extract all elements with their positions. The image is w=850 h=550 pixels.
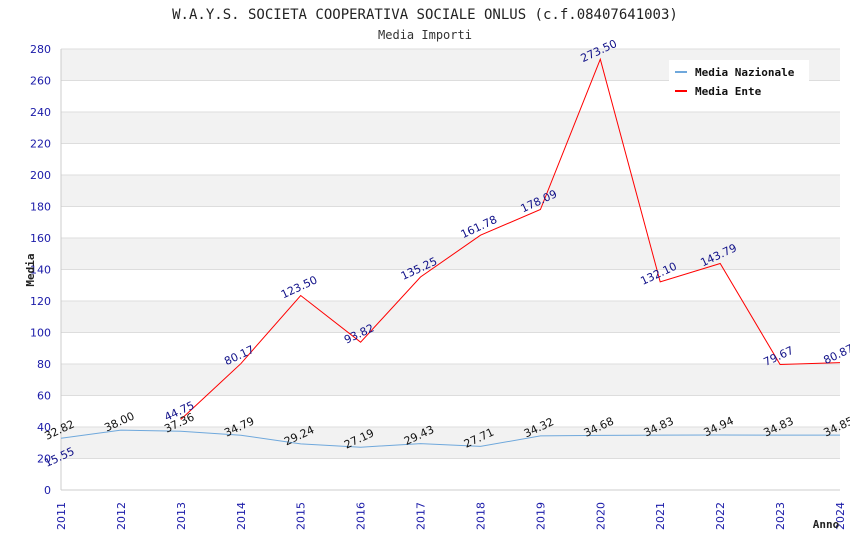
legend: Media Nazionale Media Ente bbox=[669, 60, 809, 100]
legend-box bbox=[669, 60, 809, 100]
x-tick-label: 2022 bbox=[714, 502, 727, 530]
grid-band bbox=[61, 175, 840, 207]
x-tick-label: 2015 bbox=[295, 502, 308, 530]
y-tick-label: 140 bbox=[30, 264, 51, 277]
y-tick-label: 180 bbox=[30, 201, 51, 214]
series-line-media-nazionale bbox=[60, 429, 840, 448]
x-axis-label: Anno bbox=[813, 518, 840, 531]
axes bbox=[60, 49, 840, 491]
y-tick-label: 280 bbox=[30, 43, 51, 56]
y-tick-label: 260 bbox=[30, 75, 51, 88]
grid-band bbox=[61, 238, 840, 270]
x-tick-label: 2020 bbox=[594, 502, 607, 530]
series-line-media-ente bbox=[180, 57, 841, 420]
series-lines bbox=[60, 57, 841, 448]
y-tick-label: 20 bbox=[37, 453, 51, 466]
y-tick-label: 160 bbox=[30, 232, 51, 245]
y-tick-label: 200 bbox=[30, 169, 51, 182]
y-tick-label: 220 bbox=[30, 138, 51, 151]
y-tick-labels: 0 20 40 60 80 100 120 140 160 180 200 220 240 260 280 bbox=[30, 43, 51, 497]
y-tick-label: 0 bbox=[44, 484, 51, 497]
legend-entry: Media Ente bbox=[695, 85, 762, 98]
x-tick-label: 2024 bbox=[834, 502, 847, 530]
x-tick-labels: 2011 2012 2013 2014 2015 2016 2017 2018 2019 2020… bbox=[55, 502, 847, 530]
x-tick-label: 2023 bbox=[774, 502, 787, 530]
y-tick-label: 100 bbox=[30, 327, 51, 340]
grid-band bbox=[61, 301, 840, 333]
y-tick-label: 80 bbox=[37, 358, 51, 371]
x-tick-label: 2017 bbox=[415, 502, 428, 530]
y-tick-label: 120 bbox=[30, 295, 51, 308]
chart-title: W.A.Y.S. SOCIETA COOPERATIVA SOCIALE ONL… bbox=[172, 7, 678, 23]
data-label-ente: 80.87 bbox=[821, 342, 850, 367]
legend-entry: Media Nazionale bbox=[695, 66, 795, 79]
x-tick-label: 2018 bbox=[474, 502, 487, 530]
y-tick-label: 240 bbox=[30, 106, 51, 119]
data-label-ente: 15.55 bbox=[42, 445, 76, 470]
chart-subtitle: Media Importi bbox=[378, 28, 472, 42]
y-tick-label: 60 bbox=[37, 390, 51, 403]
grid-band bbox=[61, 364, 840, 396]
x-tick-label: 2011 bbox=[55, 502, 68, 530]
y-tick-label: 40 bbox=[37, 421, 51, 434]
x-tick-label: 2019 bbox=[534, 502, 547, 530]
x-tick-label: 2012 bbox=[115, 502, 128, 530]
x-tick-label: 2013 bbox=[175, 502, 188, 530]
grid-band bbox=[61, 112, 840, 144]
x-tick-label: 2014 bbox=[235, 502, 248, 530]
x-tick-label: 2016 bbox=[355, 502, 368, 530]
y-axis-label: Media bbox=[24, 253, 37, 286]
x-tick-label: 2021 bbox=[654, 502, 667, 530]
grid-bands bbox=[61, 49, 840, 459]
